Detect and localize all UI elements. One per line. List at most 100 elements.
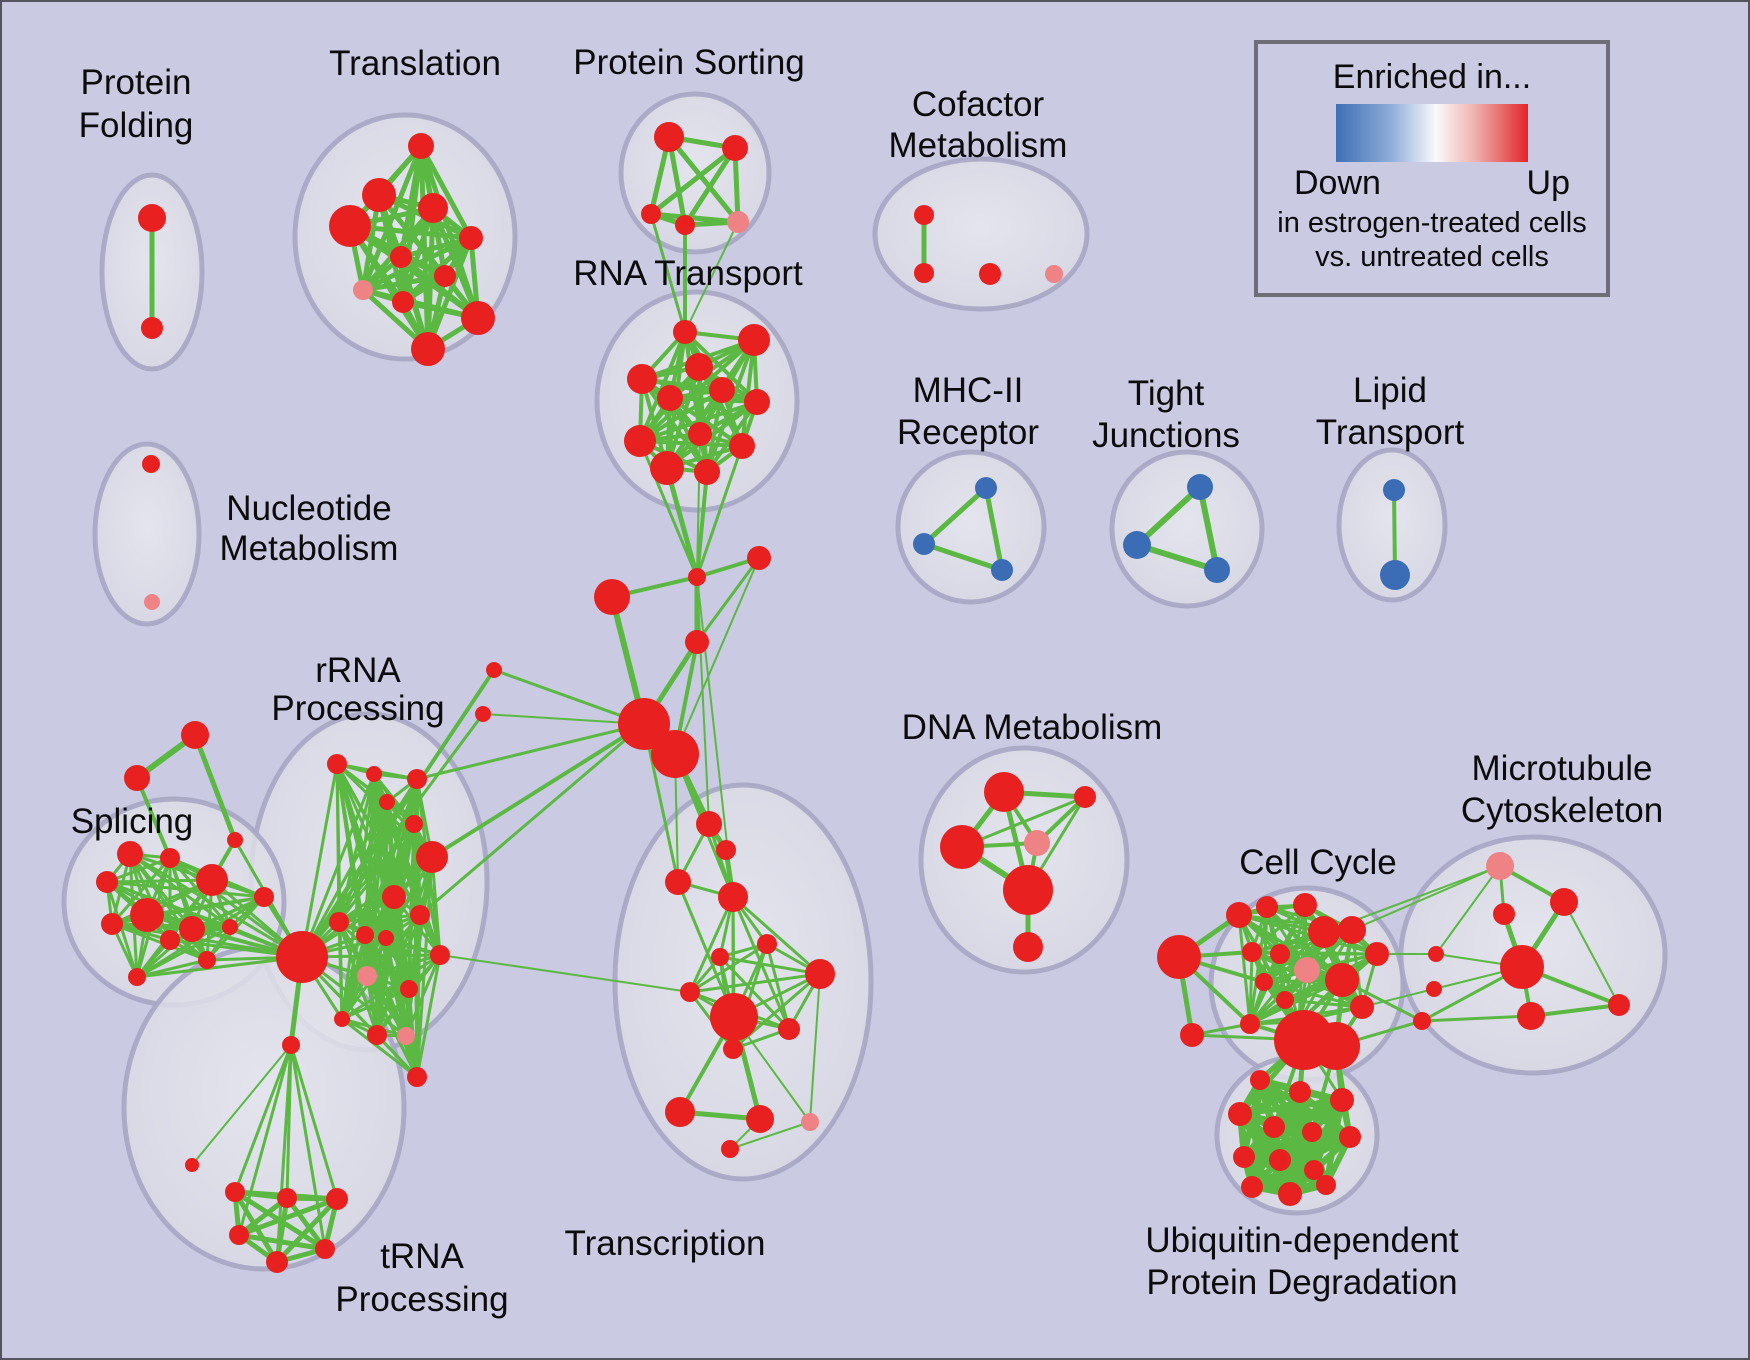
node-c6 — [1270, 944, 1290, 964]
legend-up-label: Up — [1526, 164, 1570, 202]
node-x11 — [723, 1039, 743, 1059]
node-d5 — [1003, 865, 1053, 915]
node-tj3 — [1204, 557, 1230, 583]
cluster-ellipse-cofactor-metabolism — [872, 156, 1090, 312]
node-u9 — [1269, 1149, 1291, 1171]
node-u10 — [1304, 1160, 1324, 1180]
node-d4 — [1024, 830, 1050, 856]
node-c17 — [1312, 1022, 1360, 1070]
edge — [340, 953, 442, 1021]
edge — [729, 1121, 811, 1150]
edge — [1248, 930, 1326, 1026]
edge — [718, 955, 822, 976]
node-t10 — [461, 301, 495, 335]
edge — [415, 722, 646, 781]
node-j2 — [594, 579, 630, 615]
node-s9 — [101, 913, 123, 935]
node-rr14 — [400, 980, 418, 998]
node-r10 — [729, 433, 755, 459]
edge — [682, 145, 738, 228]
node-r4 — [627, 364, 657, 394]
edge — [418, 722, 646, 917]
cluster-label-mhc-ii-receptor: MHC-II Receptor — [897, 371, 1039, 452]
node-x12 — [665, 1097, 695, 1127]
node-x10 — [778, 1018, 800, 1040]
edge — [1248, 950, 1254, 1026]
edge — [1237, 1097, 1345, 1117]
node-m1 — [1486, 852, 1514, 880]
edge — [340, 913, 422, 1021]
edge — [284, 1195, 328, 1252]
node-m6 — [1608, 994, 1630, 1016]
node-tj1 — [1187, 474, 1213, 500]
node-r8 — [624, 425, 656, 457]
node-x9 — [710, 993, 758, 1041]
edge — [375, 913, 422, 1037]
node-ps3 — [641, 204, 661, 224]
node-g3 — [326, 1188, 348, 1210]
edge — [300, 668, 496, 959]
node-x6 — [711, 948, 729, 966]
node-c2 — [1226, 902, 1252, 928]
node-c14 — [1240, 1014, 1260, 1034]
edge — [237, 1043, 293, 1237]
node-g4 — [229, 1225, 249, 1245]
edge — [731, 895, 822, 976]
edge — [649, 212, 687, 334]
node-j4 — [685, 630, 709, 654]
cluster-ellipse-tight-junctions — [1109, 449, 1265, 609]
edge — [415, 953, 442, 1079]
edge — [110, 856, 172, 926]
edge — [233, 1043, 293, 1194]
edge — [695, 556, 761, 644]
node-m5 — [1517, 1002, 1545, 1030]
node-t6 — [390, 246, 412, 268]
node-c8 — [1308, 916, 1340, 948]
node-u3 — [1330, 1088, 1354, 1112]
node-d3 — [940, 825, 984, 869]
cluster-ellipse-nucleotide-metabolism — [92, 441, 202, 627]
edge — [688, 895, 735, 994]
edge — [1529, 1003, 1621, 1018]
edge — [360, 273, 448, 293]
edge — [960, 795, 1087, 849]
legend-caption-line1: in estrogen-treated cells — [1277, 207, 1587, 239]
node-rr17 — [397, 1027, 415, 1045]
edge — [983, 485, 1005, 573]
edge — [676, 880, 736, 1019]
edge — [192, 732, 238, 843]
node-m2 — [1550, 888, 1578, 916]
node-x7 — [805, 959, 835, 989]
node-x4 — [718, 882, 748, 912]
node-k2 — [475, 706, 491, 722]
node-r5 — [657, 385, 683, 411]
node-t4 — [418, 193, 448, 223]
node-c3 — [1256, 896, 1278, 918]
node-x5 — [757, 934, 777, 954]
edge — [640, 377, 709, 474]
node-rr5 — [405, 815, 423, 833]
node-r7 — [744, 389, 770, 415]
node-h — [276, 931, 328, 983]
edge — [1262, 952, 1379, 984]
node-rr7 — [382, 885, 406, 909]
node-tj2 — [1123, 531, 1151, 559]
node-u2 — [1289, 1081, 1311, 1103]
edge — [638, 439, 699, 579]
node-s1 — [196, 864, 228, 896]
node-q3 — [227, 832, 243, 848]
node-x15 — [721, 1140, 739, 1158]
edge — [275, 1043, 293, 1264]
legend-axis-labels: Down Up — [1294, 164, 1570, 203]
edge — [365, 953, 442, 978]
node-rr11 — [410, 905, 430, 925]
edge — [384, 936, 411, 991]
node-lt1 — [1383, 479, 1405, 501]
node-c10 — [1365, 942, 1389, 966]
edge — [684, 221, 739, 333]
node-c4 — [1293, 893, 1317, 917]
node-ps4 — [675, 215, 695, 235]
node-rr9 — [356, 926, 374, 944]
node-u7 — [1339, 1126, 1361, 1148]
node-u8 — [1233, 1146, 1255, 1168]
